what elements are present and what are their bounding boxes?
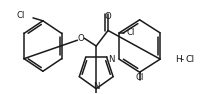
Text: Cl: Cl <box>126 28 134 37</box>
Text: N: N <box>109 55 115 64</box>
Text: H: H <box>175 55 182 64</box>
Text: Cl: Cl <box>136 73 144 82</box>
Text: O: O <box>77 34 84 43</box>
Text: O: O <box>105 12 111 21</box>
Text: –: – <box>180 55 184 64</box>
Text: Cl: Cl <box>185 55 194 64</box>
Text: Cl: Cl <box>17 11 25 20</box>
Text: N: N <box>93 82 99 91</box>
